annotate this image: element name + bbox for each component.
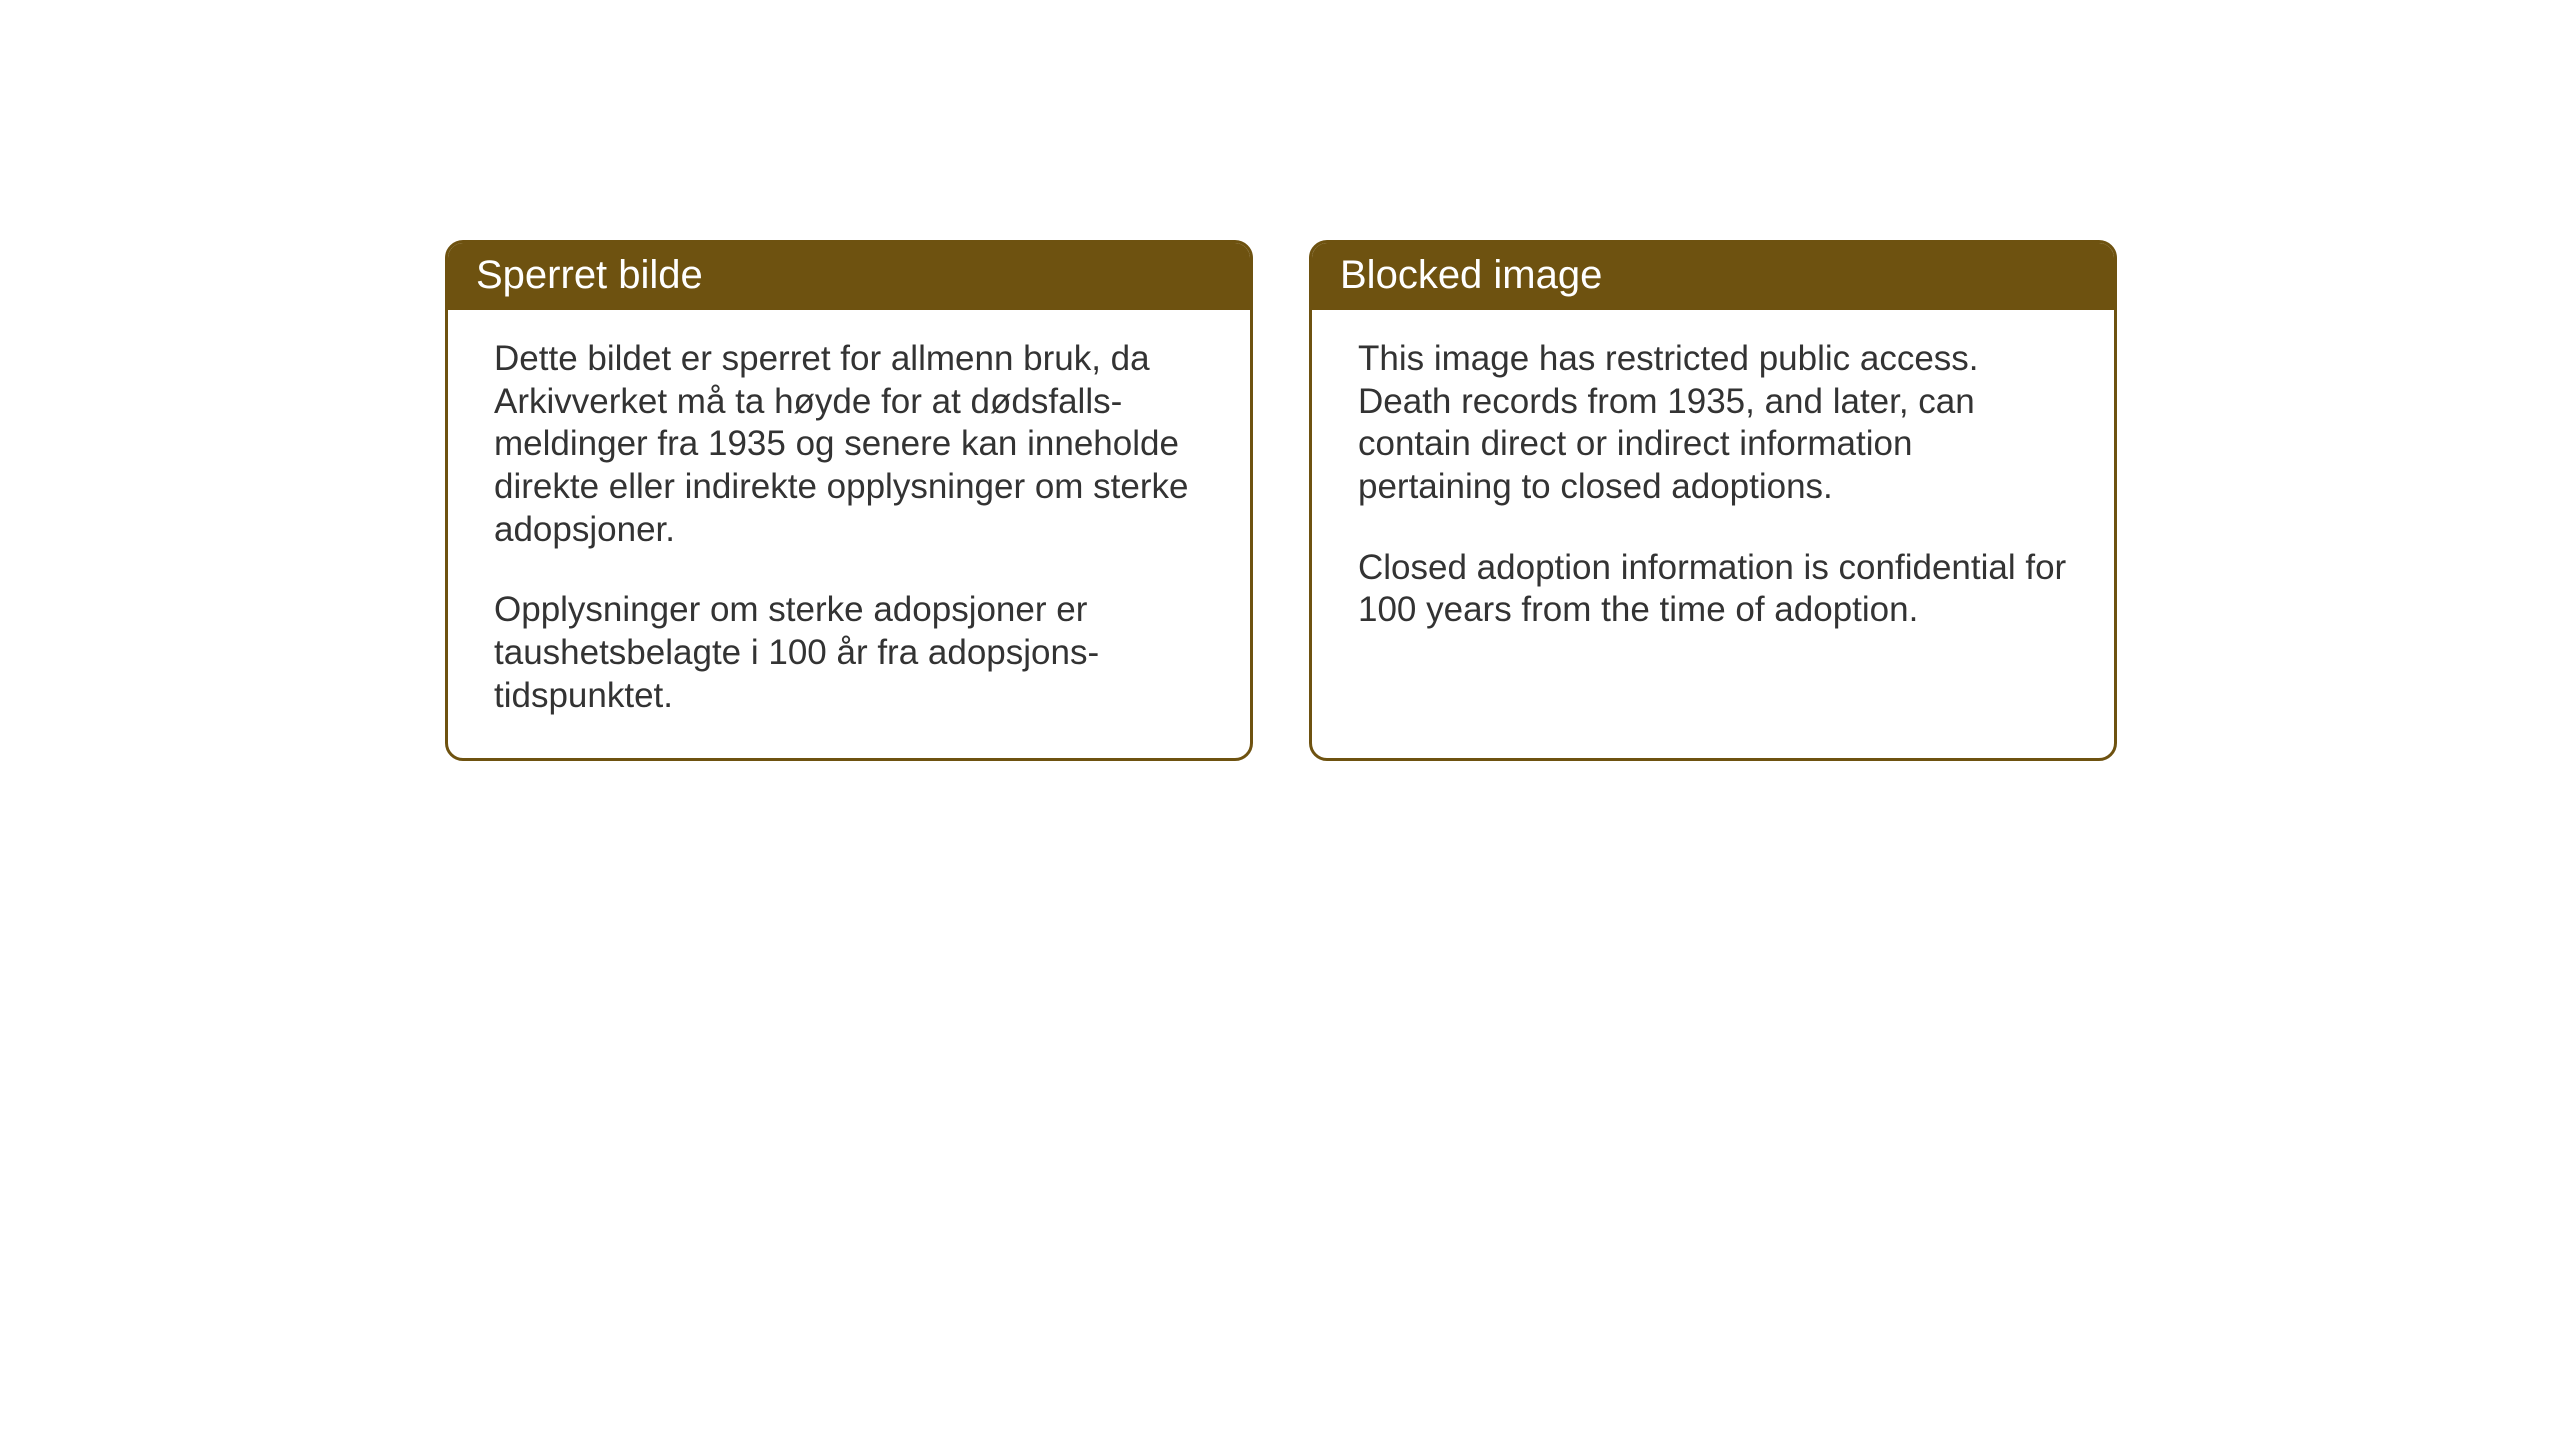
card-header-english: Blocked image — [1312, 243, 2114, 310]
paragraph-english-1: This image has restricted public access.… — [1358, 338, 2072, 509]
paragraph-norwegian-2: Opplysninger om sterke adopsjoner er tau… — [494, 589, 1208, 717]
paragraph-norwegian-1: Dette bildet er sperret for allmenn bruk… — [494, 338, 1208, 551]
card-header-norwegian: Sperret bilde — [448, 243, 1250, 310]
notice-card-english: Blocked image This image has restricted … — [1309, 240, 2117, 761]
card-body-norwegian: Dette bildet er sperret for allmenn bruk… — [448, 310, 1250, 758]
notice-container: Sperret bilde Dette bildet er sperret fo… — [445, 240, 2117, 761]
notice-card-norwegian: Sperret bilde Dette bildet er sperret fo… — [445, 240, 1253, 761]
paragraph-english-2: Closed adoption information is confident… — [1358, 547, 2072, 632]
card-body-english: This image has restricted public access.… — [1312, 310, 2114, 672]
